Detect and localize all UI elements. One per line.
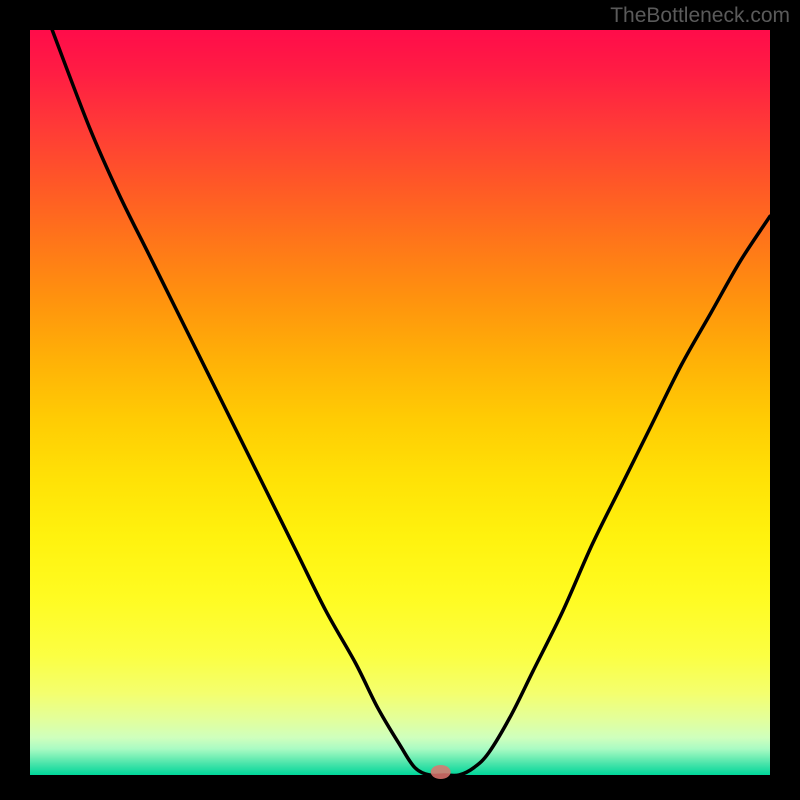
optimal-marker <box>431 765 451 779</box>
bottleneck-chart <box>0 0 800 800</box>
watermark-text: TheBottleneck.com <box>610 4 790 28</box>
plot-background <box>30 30 770 775</box>
